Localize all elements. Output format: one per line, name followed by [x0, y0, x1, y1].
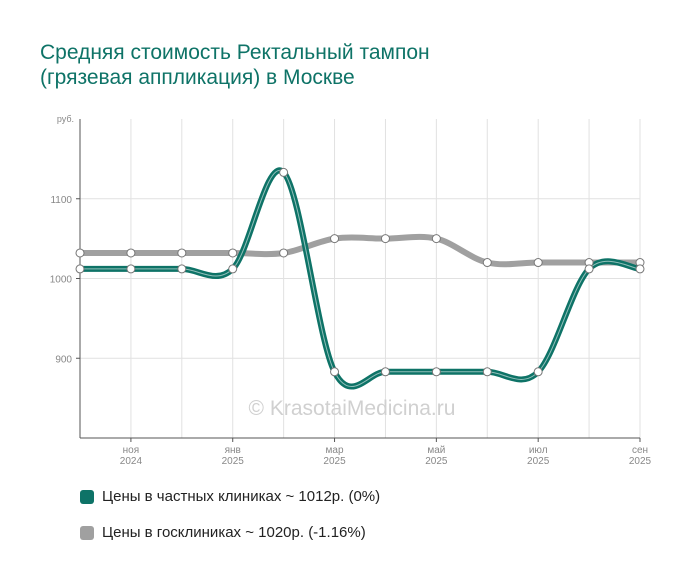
data-point-public: [482, 258, 492, 268]
data-point-public: [533, 258, 543, 268]
x-tick-label: ноя 2024: [120, 445, 143, 467]
data-point-public: [177, 248, 187, 258]
legend-item-private[interactable]: Цены в частных клиниках ~ 1012р. (0%): [80, 488, 380, 505]
data-point-private: [635, 264, 645, 274]
x-tick-label: мар 2025: [323, 445, 346, 467]
x-tick-label: сен 2025: [629, 445, 652, 467]
x-tick-label: май 2025: [425, 445, 448, 467]
data-point-private: [431, 367, 441, 377]
data-point-private: [330, 367, 340, 377]
y-axis-unit: руб.: [57, 114, 74, 124]
y-tick-label: 1100: [50, 195, 72, 206]
legend-swatch-private: [80, 489, 94, 504]
data-point-private: [177, 264, 187, 274]
series-layer: [75, 167, 645, 390]
chart-title-line-2: (грязевая аппликация) в Москве: [40, 66, 355, 89]
data-point-private: [75, 264, 85, 274]
data-point-public: [431, 234, 441, 244]
data-point-private: [482, 367, 492, 377]
data-point-private: [533, 367, 543, 377]
data-point-private: [126, 264, 136, 274]
x-tick-label: янв 2025: [222, 445, 245, 467]
data-point-public: [75, 248, 85, 258]
data-point-private: [584, 264, 594, 274]
data-point-public: [126, 248, 136, 258]
x-tick-label: июл 2025: [527, 445, 550, 467]
data-point-private: [228, 264, 238, 274]
data-point-public: [279, 248, 289, 258]
series-line-public: [77, 233, 643, 268]
watermark: © KrasotaiMedicina.ru: [249, 397, 456, 420]
chart-title: Средняя стоимость Ректальный тампон (гря…: [40, 40, 660, 90]
data-point-public: [330, 234, 340, 244]
y-tick-label: 1000: [50, 275, 73, 286]
chart-grid: [79, 119, 641, 438]
legend-item-public[interactable]: Цены в госклиниках ~ 1020р. (-1.16%): [80, 524, 366, 541]
legend-label-private: Цены в частных клиниках ~ 1012р. (0%): [102, 488, 381, 505]
y-tick-label: 900: [55, 354, 72, 365]
chart-title-line-1: Средняя стоимость Ректальный тампон: [40, 41, 430, 64]
chart-axes: руб. 900 1000 1100 ноя 2024 янв 2025 мар 2025 май 2…: [50, 114, 652, 467]
data-point-private: [279, 167, 289, 177]
legend-label-public: Цены в госклиниках ~ 1020р. (-1.16%): [102, 524, 366, 541]
data-point-private: [380, 367, 390, 377]
data-point-public: [380, 234, 390, 244]
data-point-public: [228, 248, 238, 258]
legend-swatch-public: [80, 525, 94, 540]
